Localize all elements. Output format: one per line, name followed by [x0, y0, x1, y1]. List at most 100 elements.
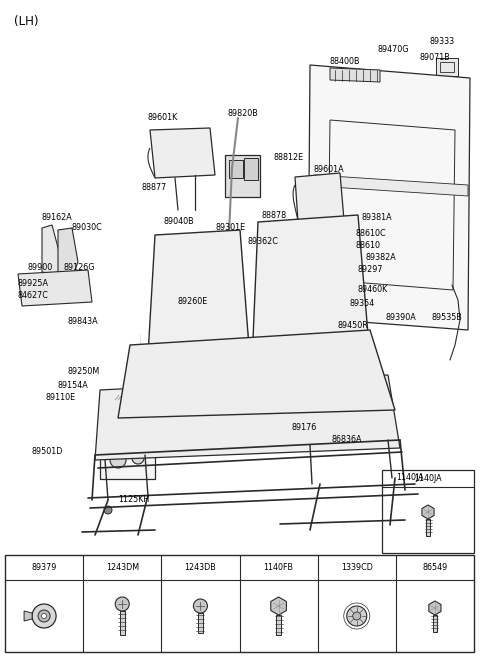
- Polygon shape: [95, 375, 400, 460]
- Text: (LH): (LH): [14, 16, 38, 28]
- Bar: [314, 352, 334, 362]
- Bar: [5, 555, 474, 652]
- Text: 89925A: 89925A: [18, 280, 49, 288]
- Bar: [382, 470, 474, 553]
- Circle shape: [353, 612, 361, 620]
- Text: 89354: 89354: [350, 299, 375, 309]
- Polygon shape: [308, 65, 470, 330]
- Bar: [100, 444, 155, 479]
- Circle shape: [347, 223, 357, 233]
- Text: 88400B: 88400B: [330, 57, 360, 66]
- Text: 1243DM: 1243DM: [106, 563, 139, 572]
- Text: 89333: 89333: [430, 38, 455, 47]
- Text: 89126G: 89126G: [64, 263, 96, 272]
- Text: 89301E: 89301E: [215, 224, 245, 232]
- Bar: [120, 611, 125, 635]
- Text: 89535B: 89535B: [432, 313, 463, 322]
- Circle shape: [32, 604, 56, 628]
- Polygon shape: [422, 505, 434, 519]
- Text: 89037: 89037: [340, 353, 365, 363]
- Text: 84627C: 84627C: [18, 290, 49, 299]
- Bar: [426, 519, 430, 536]
- Text: 1140JA: 1140JA: [414, 474, 442, 483]
- Bar: [62, 275, 84, 299]
- Text: 89040B: 89040B: [163, 218, 193, 226]
- Bar: [452, 102, 466, 112]
- Bar: [452, 200, 466, 210]
- Polygon shape: [58, 228, 78, 278]
- Circle shape: [115, 597, 129, 611]
- Polygon shape: [150, 128, 215, 178]
- Text: 89843A: 89843A: [68, 318, 98, 326]
- Text: 89362C: 89362C: [248, 238, 279, 247]
- Text: 89381A: 89381A: [362, 213, 393, 222]
- Text: 86836A: 86836A: [332, 436, 362, 445]
- Text: 88812E: 88812E: [274, 153, 304, 161]
- Text: 88877: 88877: [142, 182, 167, 191]
- Text: 89470G: 89470G: [378, 45, 409, 55]
- Circle shape: [294, 429, 302, 437]
- Text: 88878: 88878: [262, 211, 287, 220]
- Text: 88610: 88610: [356, 241, 381, 249]
- Polygon shape: [18, 270, 92, 306]
- Text: 89390A: 89390A: [386, 313, 417, 322]
- Circle shape: [104, 506, 112, 514]
- Polygon shape: [429, 601, 441, 615]
- Text: 89900: 89900: [28, 263, 53, 272]
- Text: 89460K: 89460K: [358, 286, 388, 295]
- Circle shape: [193, 599, 207, 613]
- Text: 89450R: 89450R: [338, 320, 369, 330]
- Circle shape: [216, 341, 224, 349]
- Polygon shape: [295, 173, 344, 222]
- Text: 89379: 89379: [31, 563, 57, 572]
- Text: 1243DB: 1243DB: [184, 563, 216, 572]
- Bar: [436, 58, 458, 76]
- Polygon shape: [252, 215, 370, 362]
- Polygon shape: [315, 175, 468, 196]
- Circle shape: [42, 613, 47, 619]
- Circle shape: [349, 259, 361, 271]
- Polygon shape: [271, 597, 287, 615]
- Circle shape: [449, 282, 455, 288]
- Text: 88610C: 88610C: [355, 230, 385, 238]
- Polygon shape: [118, 330, 395, 418]
- Text: 89030C: 89030C: [72, 224, 103, 232]
- Circle shape: [355, 245, 365, 255]
- Bar: [198, 613, 203, 633]
- Polygon shape: [24, 611, 32, 621]
- Text: 86549: 86549: [422, 563, 447, 572]
- Text: 89820B: 89820B: [228, 109, 259, 118]
- Text: 89162A: 89162A: [42, 213, 73, 222]
- Text: 89154A: 89154A: [58, 380, 89, 390]
- Text: 1339CD: 1339CD: [341, 563, 372, 572]
- Circle shape: [110, 452, 126, 468]
- Circle shape: [132, 452, 144, 464]
- Bar: [276, 615, 281, 635]
- Text: 1140FB: 1140FB: [264, 563, 294, 572]
- Circle shape: [347, 273, 357, 283]
- Polygon shape: [42, 225, 60, 275]
- Circle shape: [215, 297, 221, 303]
- Text: 89250M: 89250M: [68, 368, 100, 376]
- Text: 89176: 89176: [292, 424, 317, 432]
- Text: 89601K: 89601K: [148, 113, 178, 122]
- Bar: [225, 155, 260, 197]
- Bar: [440, 62, 454, 72]
- Text: 89501D: 89501D: [32, 447, 63, 457]
- Bar: [244, 158, 258, 180]
- Circle shape: [325, 433, 335, 443]
- Text: 1140JA: 1140JA: [396, 474, 424, 482]
- Text: 89297: 89297: [358, 265, 384, 274]
- Text: 89260E: 89260E: [178, 297, 208, 307]
- Circle shape: [33, 276, 57, 300]
- Polygon shape: [330, 68, 380, 82]
- Text: 89382A: 89382A: [365, 253, 396, 263]
- Text: 89071B: 89071B: [420, 53, 451, 63]
- Bar: [433, 615, 437, 632]
- Circle shape: [38, 610, 50, 622]
- Circle shape: [347, 606, 367, 626]
- Polygon shape: [148, 230, 250, 360]
- Text: 89110E: 89110E: [45, 393, 75, 403]
- Text: 1125KH: 1125KH: [118, 495, 149, 505]
- Circle shape: [210, 335, 230, 355]
